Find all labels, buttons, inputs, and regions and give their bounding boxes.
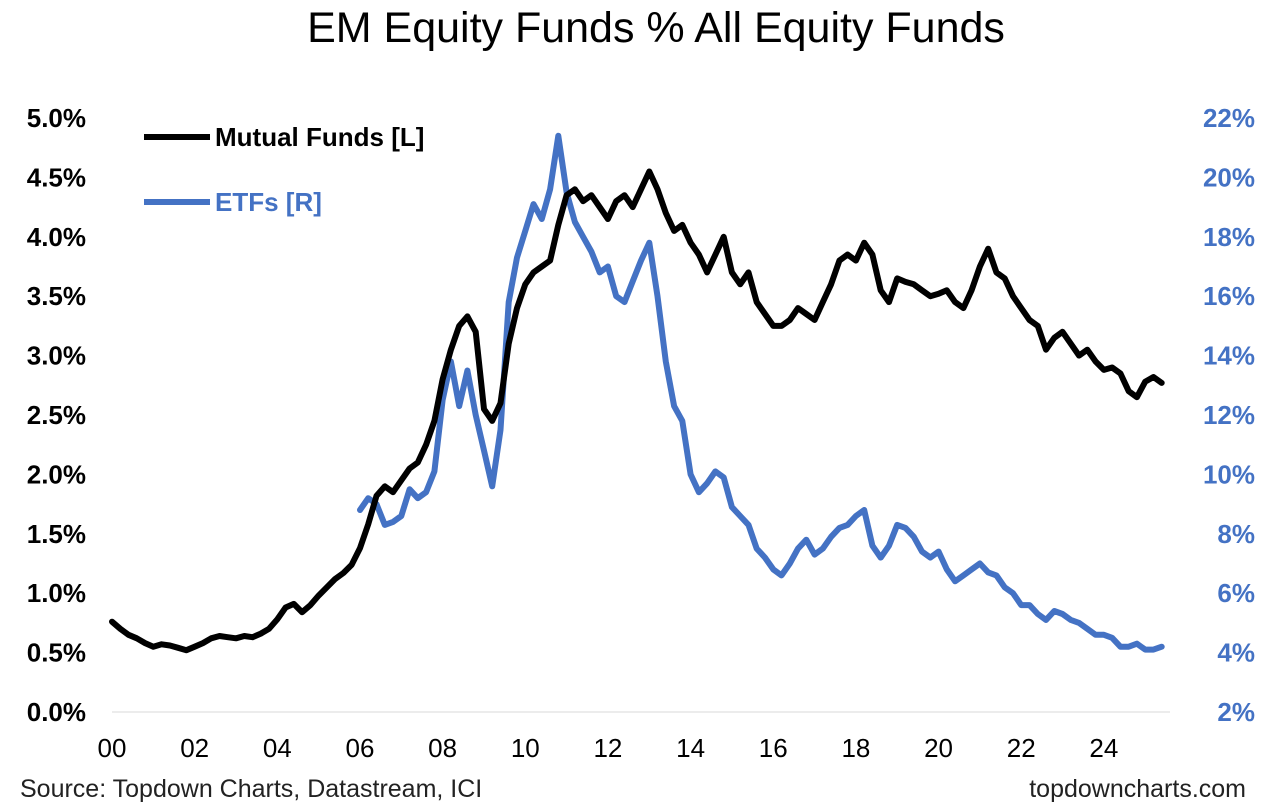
right-y-tick-label: 12% <box>1203 400 1255 430</box>
right-y-tick-label: 2% <box>1217 697 1255 727</box>
left-y-tick-label: 1.0% <box>27 578 86 608</box>
left-y-axis: 0.0% 0.5% 1.0% 1.5% 2.0% 2.5% 3.0% 3.5% 4.0% 4.5%… <box>27 103 86 727</box>
x-tick-label: 10 <box>511 733 540 763</box>
x-tick-label: 22 <box>1007 733 1036 763</box>
x-tick-label: 18 <box>841 733 870 763</box>
left-y-tick-label: 3.5% <box>27 281 86 311</box>
x-tick-label: 16 <box>759 733 788 763</box>
right-y-tick-label: 8% <box>1217 519 1255 549</box>
legend-label-etf: ETFs [R] <box>215 187 322 217</box>
left-y-tick-label: 4.5% <box>27 162 86 192</box>
x-tick-label: 24 <box>1089 733 1118 763</box>
left-y-tick-label: 4.0% <box>27 222 86 252</box>
mutual-funds-series-line <box>109 168 1165 654</box>
left-y-tick-label: 0.5% <box>27 638 86 668</box>
right-y-tick-label: 16% <box>1203 281 1255 311</box>
chart-title: EM Equity Funds % All Equity Funds <box>307 4 1005 52</box>
x-axis: 00 02 04 06 08 10 12 14 16 18 20 22 24 <box>98 733 1119 763</box>
x-tick-label: 04 <box>263 733 292 763</box>
right-y-axis: 2% 4% 6% 8% 10% 12% 14% 16% 18% 20% 22% <box>1203 103 1255 727</box>
x-tick-label: 06 <box>346 733 375 763</box>
x-tick-label: 20 <box>924 733 953 763</box>
left-y-tick-label: 2.0% <box>27 459 86 489</box>
brand-watermark: topdowncharts.com <box>1029 775 1246 803</box>
x-tick-label: 00 <box>98 733 127 763</box>
right-y-tick-label: 14% <box>1203 341 1255 371</box>
source-note: Source: Topdown Charts, Datastream, ICI <box>20 775 482 803</box>
left-y-tick-label: 5.0% <box>27 103 86 133</box>
right-y-tick-label: 4% <box>1217 638 1255 668</box>
right-y-tick-label: 6% <box>1217 578 1255 608</box>
right-y-tick-label: 10% <box>1203 459 1255 489</box>
x-tick-label: 14 <box>676 733 705 763</box>
right-y-tick-label: 20% <box>1203 162 1255 192</box>
etf-series-line <box>357 132 1165 653</box>
left-y-tick-label: 1.5% <box>27 519 86 549</box>
left-y-tick-label: 2.5% <box>27 400 86 430</box>
legend: Mutual Funds [L] ETFs [R] <box>144 122 424 217</box>
x-tick-label: 12 <box>593 733 622 763</box>
x-tick-label: 08 <box>428 733 457 763</box>
x-tick-label: 02 <box>180 733 209 763</box>
left-y-tick-label: 0.0% <box>27 697 86 727</box>
left-y-tick-label: 3.0% <box>27 341 86 371</box>
right-y-tick-label: 18% <box>1203 222 1255 252</box>
right-y-tick-label: 22% <box>1203 103 1255 133</box>
legend-label-mutual: Mutual Funds [L] <box>215 122 424 152</box>
